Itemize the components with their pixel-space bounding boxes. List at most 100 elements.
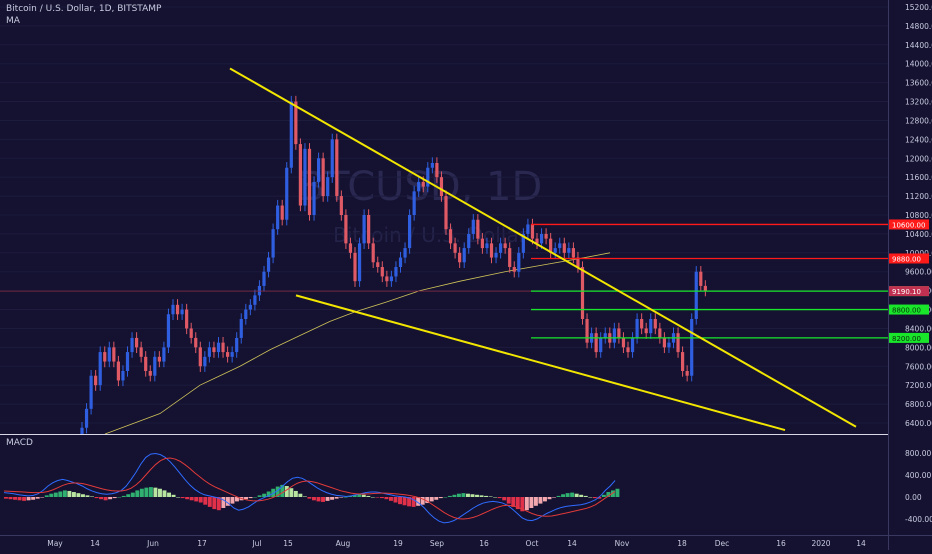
candle-body bbox=[480, 238, 484, 249]
time-tick-label: Aug bbox=[336, 539, 351, 548]
price-axis[interactable]: 6400.00 6800.00 7200.00 7600.00 8000.00 8400.… bbox=[905, 3, 932, 428]
candle-body bbox=[280, 205, 284, 220]
candle-body bbox=[494, 252, 498, 258]
candle-body bbox=[312, 181, 316, 215]
candle-body bbox=[153, 356, 157, 376]
macd-histogram-bar bbox=[216, 497, 221, 511]
macd-histogram-bar bbox=[158, 488, 162, 497]
candle-body bbox=[171, 304, 175, 315]
candle-body bbox=[271, 229, 275, 258]
macd-histogram-bar bbox=[475, 494, 479, 497]
price-tick-label: 14800.00 bbox=[905, 22, 932, 31]
candle-body bbox=[221, 342, 225, 353]
candle-body bbox=[462, 248, 466, 263]
macd-histogram-bar bbox=[271, 488, 276, 497]
price-tick-label: 11600.00 bbox=[905, 173, 932, 182]
candle-body bbox=[276, 205, 280, 230]
candle-body bbox=[658, 328, 662, 338]
macd-histogram-bar bbox=[103, 497, 108, 501]
candle-body bbox=[376, 262, 380, 267]
macd-histogram-bar bbox=[275, 486, 280, 497]
candle-body bbox=[148, 371, 152, 376]
current-price-tag-label: 9190.10 bbox=[892, 288, 921, 296]
candle-body bbox=[230, 352, 234, 357]
macd-tick-label: -400.00 bbox=[905, 515, 932, 524]
macd-histogram-bar bbox=[253, 497, 258, 498]
candle-body bbox=[175, 304, 180, 315]
price-level-labels: 10600.009880.009190.008800.008200.009190… bbox=[889, 219, 929, 343]
candle-body bbox=[98, 352, 102, 386]
candle-body bbox=[485, 243, 489, 249]
macd-histogram-bar bbox=[176, 497, 181, 498]
candle-body bbox=[248, 304, 252, 310]
candle-body bbox=[585, 319, 589, 343]
candle-body bbox=[226, 352, 230, 357]
candle-body bbox=[612, 328, 616, 343]
candle-body bbox=[640, 319, 644, 329]
macd-histogram-bar bbox=[547, 497, 552, 500]
macd-histogram-bar bbox=[574, 493, 579, 497]
candle-body bbox=[116, 361, 120, 381]
price-tick-label: 10000.00 bbox=[905, 249, 932, 258]
time-tick-label: Oct bbox=[526, 539, 539, 548]
macd-histogram-bar bbox=[26, 497, 31, 501]
symbol-title[interactable]: Bitcoin / U.S. Dollar, 1D, BITSTAMP bbox=[6, 4, 162, 14]
time-tick-label: 17 bbox=[197, 539, 207, 548]
candle-body bbox=[594, 333, 598, 353]
macd-histogram-bar bbox=[31, 497, 36, 500]
candle-body bbox=[630, 337, 635, 353]
candle-body bbox=[257, 285, 262, 296]
candle-body bbox=[371, 243, 375, 263]
price-tick-label: 10800.00 bbox=[905, 211, 932, 220]
macd-histogram-bar bbox=[76, 493, 81, 497]
candle-body bbox=[198, 347, 202, 367]
candle-body bbox=[335, 139, 339, 197]
candle-body bbox=[412, 191, 416, 215]
upper-trendline[interactable] bbox=[229, 67, 857, 428]
current-price-tag bbox=[889, 286, 929, 297]
candle-body bbox=[580, 267, 585, 319]
candle-body bbox=[298, 144, 302, 206]
candle-body bbox=[203, 356, 207, 367]
candle-body bbox=[403, 248, 407, 258]
candle-body bbox=[303, 148, 307, 206]
time-axis[interactable]: May 14 Jun 17 Jul 15 Aug 19 Sep 16 Oct 14 Nov 18 Dec 16… bbox=[47, 539, 866, 548]
price-tick-label: 13200.00 bbox=[905, 98, 932, 107]
candles bbox=[80, 95, 707, 434]
price-tick-label: 15200.00 bbox=[905, 3, 932, 12]
candle-body bbox=[135, 337, 139, 348]
candle-body bbox=[453, 243, 457, 253]
candle-body bbox=[367, 215, 371, 244]
macd-histogram-bar bbox=[524, 497, 529, 511]
candle-body bbox=[471, 219, 475, 234]
price-tick-label: 8400.00 bbox=[905, 324, 932, 333]
candle-body bbox=[285, 167, 289, 220]
price-tick-label: 7200.00 bbox=[905, 381, 932, 390]
macd-histogram-bar bbox=[570, 492, 575, 497]
macd-axis[interactable]: 800.00 400.00 0.00 -400.00 bbox=[905, 449, 932, 524]
macd-histogram-bar bbox=[321, 497, 325, 502]
price-tick-label: 8000.00 bbox=[905, 343, 932, 352]
candle-body bbox=[626, 347, 630, 353]
time-tick-label: 16 bbox=[776, 539, 786, 548]
candle-body bbox=[144, 356, 148, 371]
candle-body bbox=[253, 295, 257, 305]
macd-histogram-bar bbox=[325, 497, 330, 501]
macd-histogram-bar bbox=[67, 490, 72, 497]
macd-histogram-bar bbox=[597, 497, 602, 499]
macd-histogram-bar bbox=[266, 491, 271, 497]
macd-histogram-bar bbox=[565, 493, 570, 497]
candle-body bbox=[444, 196, 448, 230]
macd-label[interactable]: MACD bbox=[6, 438, 33, 448]
macd-histogram-bar bbox=[94, 497, 99, 499]
candle-body bbox=[339, 196, 343, 215]
time-tick-label: 16 bbox=[479, 539, 489, 548]
indicator-label[interactable]: MA bbox=[6, 16, 20, 26]
candle-body bbox=[644, 328, 648, 334]
macd-histogram-bar bbox=[280, 484, 285, 497]
lower-trendline[interactable] bbox=[295, 294, 786, 432]
macd-histogram-bar bbox=[529, 497, 534, 508]
candle-body bbox=[266, 257, 271, 272]
